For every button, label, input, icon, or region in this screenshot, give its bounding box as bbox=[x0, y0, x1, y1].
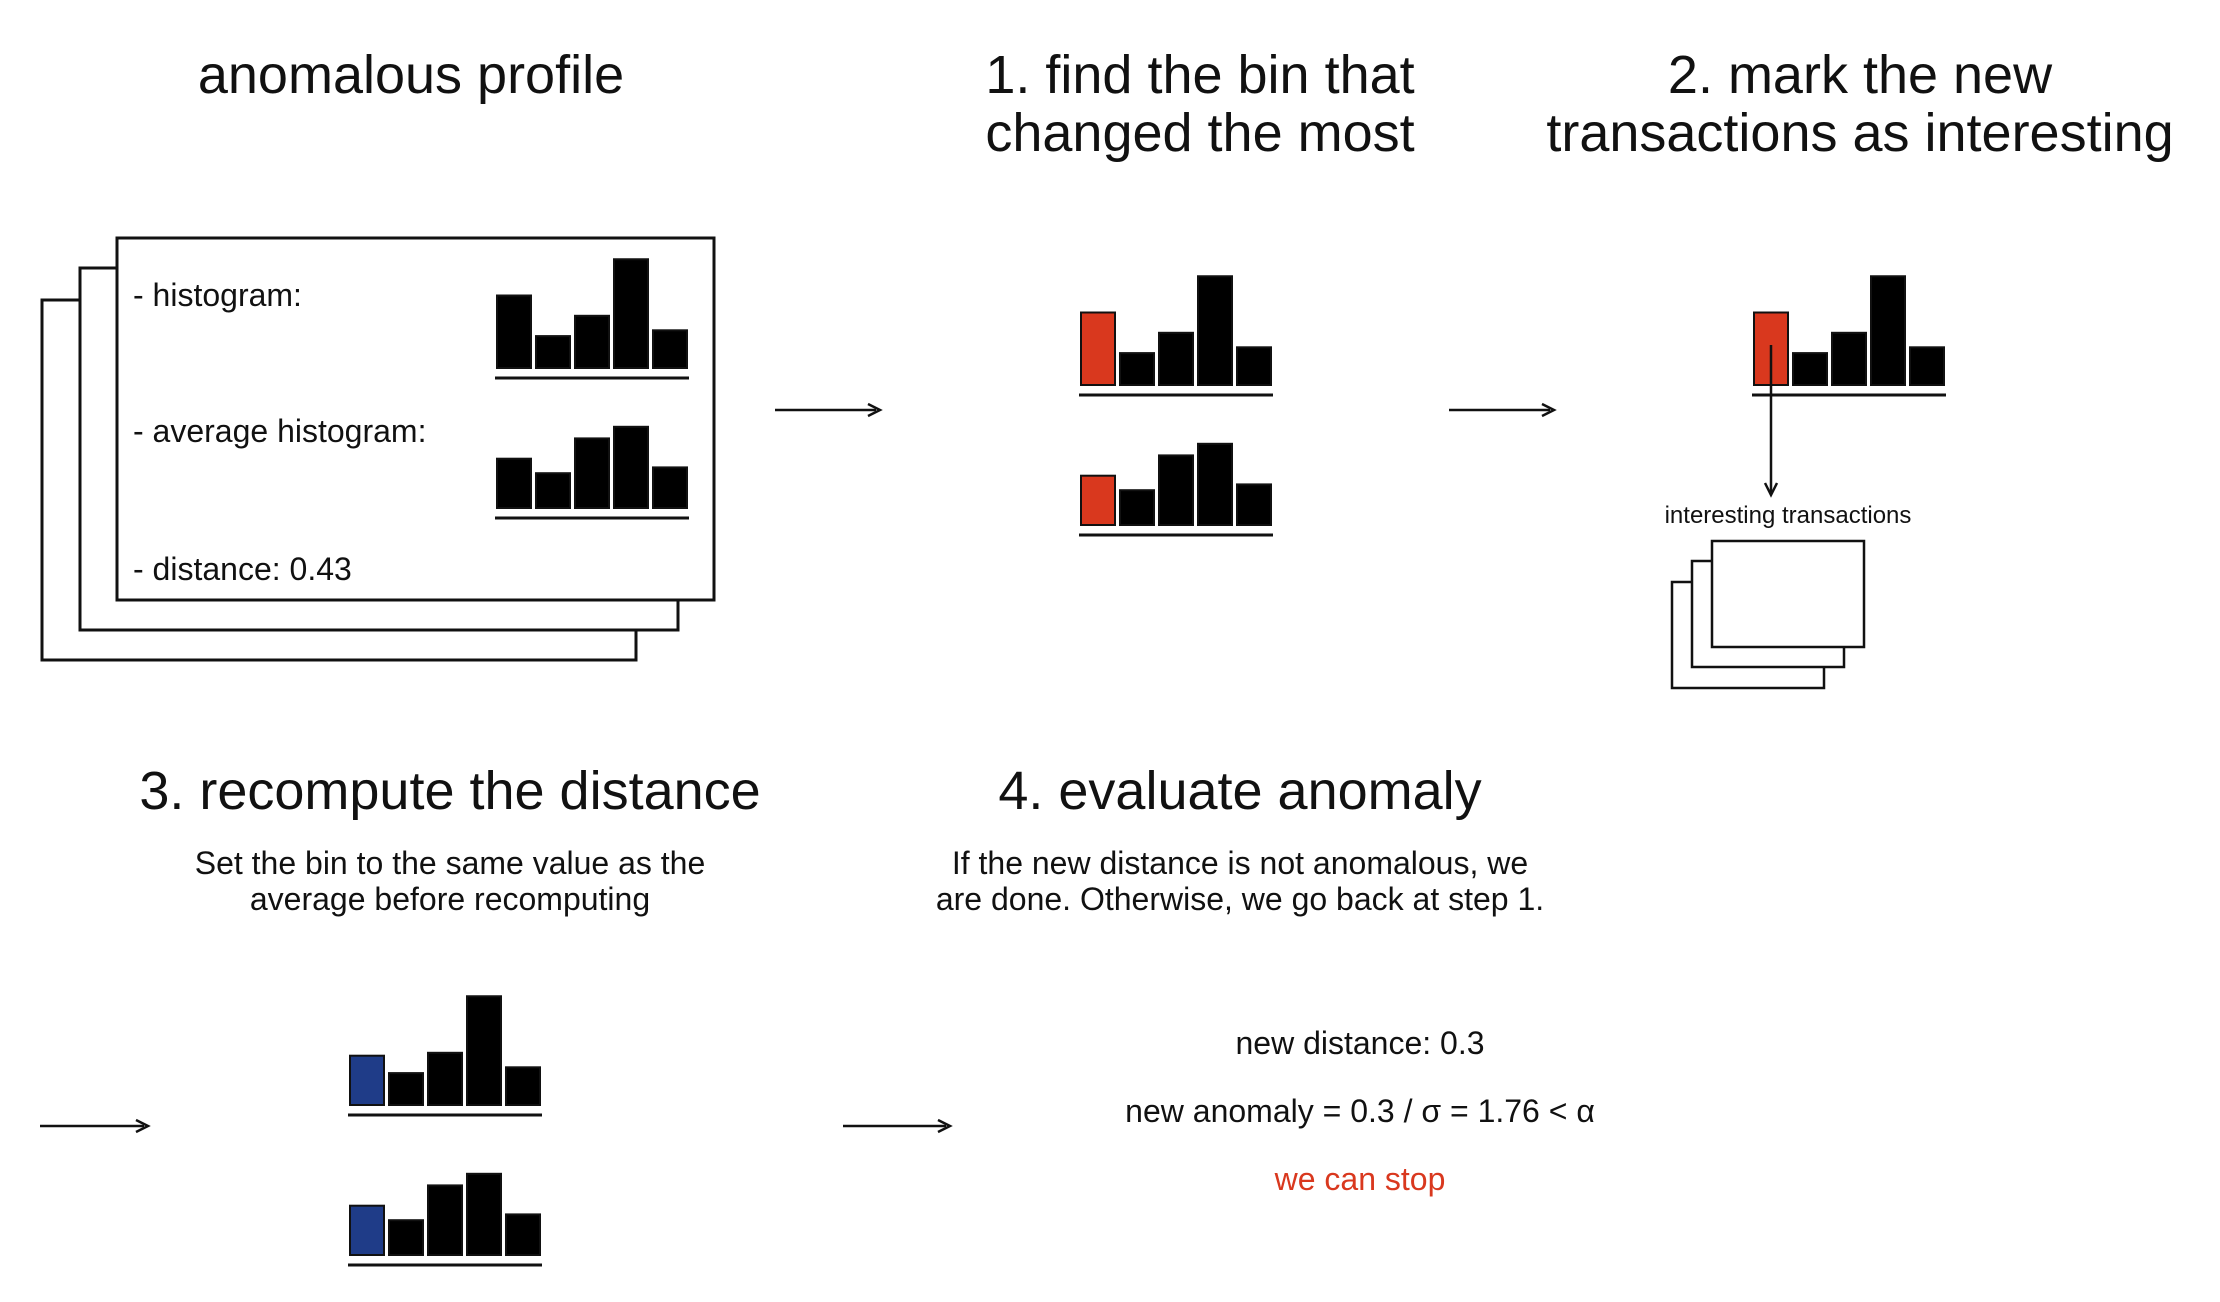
arrow-profile-to-step1 bbox=[775, 402, 883, 418]
step2-title-line2: transactions as interesting bbox=[1546, 103, 2174, 163]
distance-label: - distance: 0.43 bbox=[133, 551, 352, 587]
step2-histogram-bar-2 bbox=[1792, 352, 1828, 387]
step3-average-histogram bbox=[348, 1172, 542, 1267]
step1-average-histogram-bar-3 bbox=[1158, 454, 1194, 526]
arrow-bin-to-transactions bbox=[1763, 345, 1779, 498]
step2-title-line1: 2. mark the new bbox=[1667, 45, 2053, 105]
transaction-card-front bbox=[1710, 539, 1866, 649]
profile-average-histogram-bar-5 bbox=[652, 466, 688, 509]
step2-histogram bbox=[1752, 275, 1946, 397]
step1-histogram-bar-5 bbox=[1236, 346, 1272, 386]
arrow-step3-to-step4 bbox=[843, 1118, 953, 1134]
profile-average-histogram-bar-1 bbox=[496, 457, 532, 510]
new-anomaly: new anomaly = 0.3 / σ = 1.76 < α bbox=[1125, 1093, 1595, 1129]
profile-histogram-bar-1 bbox=[496, 294, 532, 369]
new-distance: new distance: 0.3 bbox=[1235, 1025, 1485, 1061]
step3-histogram-bar-1-highlighted bbox=[349, 1054, 385, 1106]
profile-histogram bbox=[495, 258, 689, 380]
step3-average-histogram-bar-1-highlighted bbox=[349, 1204, 385, 1256]
profile-histogram-bar-2 bbox=[535, 335, 571, 370]
step2-histogram-bar-5 bbox=[1909, 346, 1945, 386]
profile-title: anomalous profile bbox=[197, 45, 625, 105]
step3-histogram-bar-5 bbox=[505, 1066, 541, 1107]
step1-title-line2: changed the most bbox=[985, 103, 1415, 163]
step3-desc-line2: average before recomputing bbox=[249, 881, 651, 917]
step1-histogram-bar-4 bbox=[1197, 275, 1233, 386]
step1-average-histogram bbox=[1079, 442, 1273, 537]
step3-title: 3. recompute the distance bbox=[139, 761, 761, 821]
step3-average-histogram-bar-2 bbox=[388, 1219, 424, 1256]
interesting-transactions-label: interesting transactions bbox=[1664, 502, 1912, 529]
step3-average-histogram-bar-5 bbox=[505, 1213, 541, 1257]
average-histogram-label: - average histogram: bbox=[133, 413, 427, 449]
step1-histogram-bar-3 bbox=[1158, 331, 1194, 386]
interesting-transactions-stack bbox=[1670, 539, 1866, 690]
step1-histogram-bar-2 bbox=[1119, 352, 1155, 387]
profile-average-histogram-bar-2 bbox=[535, 472, 571, 510]
step3-histogram-bar-2 bbox=[388, 1072, 424, 1106]
step1-histogram-bar-1-highlighted bbox=[1080, 311, 1116, 386]
profile-average-histogram-bar-3 bbox=[574, 437, 610, 509]
step1-title-line1: 1. find the bin that bbox=[985, 45, 1415, 105]
histogram-label: - histogram: bbox=[133, 277, 302, 313]
step1-average-histogram-bar-5 bbox=[1236, 483, 1272, 526]
arrow-step1-to-step2 bbox=[1449, 402, 1557, 418]
step4-desc-line2: are done. Otherwise, we go back at step … bbox=[935, 881, 1545, 917]
flow-arrows bbox=[40, 345, 1779, 1134]
arrow-into-step3 bbox=[40, 1118, 151, 1134]
step3-average-histogram-bar-4 bbox=[466, 1172, 502, 1257]
conclusion: we can stop bbox=[1274, 1161, 1446, 1197]
step1-average-histogram-bar-1-highlighted bbox=[1080, 474, 1116, 527]
profile-histogram-bar-4 bbox=[613, 258, 649, 369]
step3-histogram bbox=[348, 995, 542, 1117]
step3-histogram-bar-4 bbox=[466, 995, 502, 1106]
profile-average-histogram bbox=[495, 425, 689, 520]
step2-histogram-bar-4 bbox=[1870, 275, 1906, 386]
step4-title: 4. evaluate anomaly bbox=[998, 761, 1482, 821]
step3-histogram-bar-3 bbox=[427, 1051, 463, 1107]
step2-histogram-bar-3 bbox=[1831, 331, 1867, 386]
profile-average-histogram-bar-4 bbox=[613, 425, 649, 509]
profile-histogram-bar-5 bbox=[652, 329, 688, 369]
step3-desc-line1: Set the bin to the same value as the bbox=[194, 845, 706, 881]
step1-average-histogram-bar-4 bbox=[1197, 442, 1233, 526]
step1-histogram bbox=[1079, 275, 1273, 397]
step3-average-histogram-bar-3 bbox=[427, 1184, 463, 1257]
step1-average-histogram-bar-2 bbox=[1119, 489, 1155, 527]
profile-histogram-bar-3 bbox=[574, 314, 610, 369]
step4-desc-line1: If the new distance is not anomalous, we bbox=[951, 845, 1529, 881]
